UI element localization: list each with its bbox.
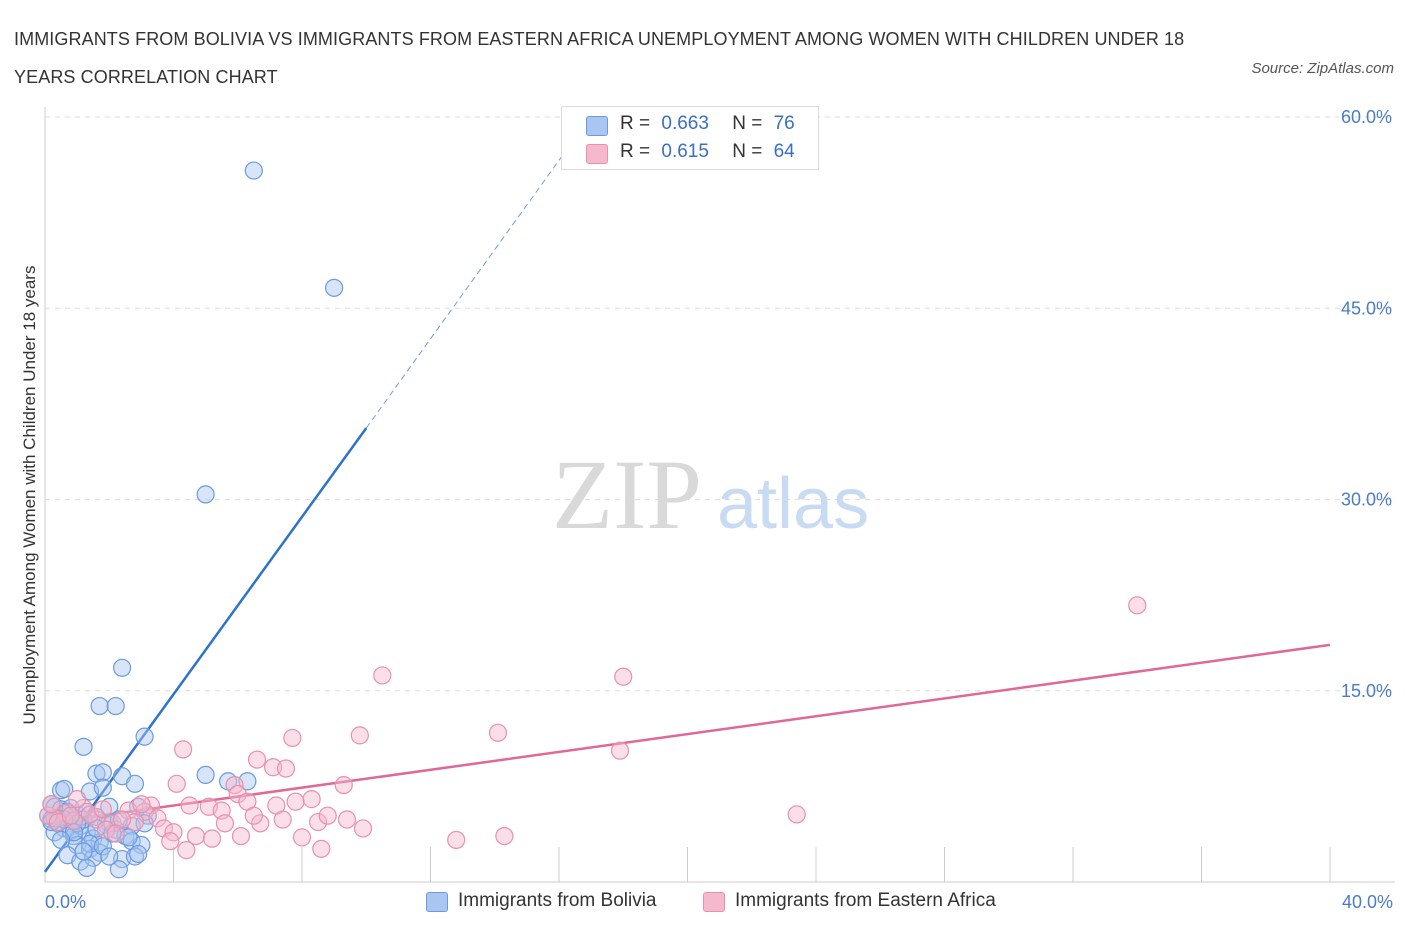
- point-series-1-41: [292, 828, 312, 847]
- point-series-1-5: [283, 728, 302, 748]
- point-series-1-10: [276, 759, 296, 778]
- point-series-1-42: [308, 812, 328, 832]
- point-series-0-5: [106, 696, 125, 716]
- point-series-1-12: [334, 775, 353, 795]
- x-tick-label-1: 40.0%: [1342, 892, 1393, 912]
- grid-lines: [45, 116, 1395, 692]
- point-series-1-16: [286, 792, 305, 811]
- correlation-legend: R = 0.663 N = 76 R = 0.615 N = 64: [561, 106, 819, 170]
- point-series-0-6: [135, 727, 154, 746]
- point-series-1-17: [302, 790, 321, 809]
- point-series-1-29: [64, 811, 84, 830]
- point-series-1-18: [180, 796, 199, 815]
- point-series-1-11: [167, 774, 186, 793]
- point-series-1-27: [39, 806, 58, 825]
- trend-line-extension-series-0: [365, 142, 573, 429]
- y-tick-label-2: 45.0%: [1341, 298, 1392, 318]
- y-tick-label-3: 60.0%: [1341, 107, 1392, 127]
- legend-swatch-bolivia: [426, 892, 448, 912]
- point-series-0-1: [325, 278, 344, 297]
- point-series-1-3: [488, 723, 508, 742]
- legend-swatch-bolivia: [586, 116, 608, 136]
- point-series-1-7: [174, 740, 193, 759]
- legend-r-label: R =: [620, 141, 651, 162]
- legend-r-value: 0.615: [661, 141, 709, 162]
- point-series-0-0: [244, 161, 263, 180]
- watermark-zip: ZIP: [552, 439, 702, 550]
- legend-n-label: N =: [732, 113, 763, 134]
- point-series-1-45: [353, 819, 373, 838]
- point-series-0-4: [90, 696, 109, 716]
- point-series-1-8: [247, 750, 267, 769]
- legend-label-eastern-africa: Immigrants from Eastern Africa: [735, 890, 996, 911]
- point-series-0-3: [112, 658, 132, 677]
- point-series-1-51: [787, 805, 806, 824]
- watermark: ZIP atlas: [552, 439, 869, 550]
- y-axis-label: Unemployment Among Women with Children U…: [20, 266, 39, 725]
- point-series-1-49: [447, 830, 466, 850]
- point-series-1-1: [614, 667, 633, 686]
- point-series-1-53: [96, 820, 116, 839]
- point-series-0-2: [196, 485, 215, 504]
- point-series-0-51: [125, 847, 145, 866]
- point-series-1-52: [68, 790, 87, 809]
- point-series-1-60: [244, 806, 263, 825]
- point-series-1-63: [93, 800, 112, 819]
- point-series-1-14: [228, 784, 247, 804]
- point-series-0-18: [93, 778, 112, 797]
- point-series-1-0: [1128, 596, 1147, 615]
- y-tick-label-0: 15.0%: [1341, 681, 1392, 701]
- point-series-1-58: [106, 824, 125, 843]
- point-series-1-47: [177, 841, 196, 860]
- y-tick-label-1: 30.0%: [1341, 490, 1392, 510]
- point-series-1-6: [610, 741, 630, 760]
- point-series-0-73: [74, 842, 93, 861]
- point-series-0-52: [129, 844, 148, 864]
- point-series-0-72: [51, 830, 71, 850]
- source-label: Source: ZipAtlas.com: [1251, 60, 1394, 77]
- trend-lines: [43, 142, 1331, 873]
- trend-line-series-1: [44, 643, 1331, 825]
- point-series-1-33: [148, 809, 167, 828]
- tick-labels: 15.0% 30.0% 45.0% 60.0% 0.0% 40.0%: [45, 107, 1393, 912]
- point-series-1-61: [267, 796, 286, 815]
- watermark-atlas: atlas: [717, 464, 869, 544]
- point-series-1-37: [202, 829, 222, 848]
- point-series-1-46: [161, 832, 180, 851]
- point-series-1-44: [337, 810, 357, 829]
- point-series-0-54: [77, 858, 96, 878]
- point-series-0-7: [74, 737, 93, 756]
- point-series-1-2: [373, 666, 392, 685]
- point-series-1-48: [312, 839, 331, 858]
- point-series-1-9: [263, 758, 283, 777]
- point-series-1-59: [215, 814, 234, 833]
- legend-swatch-eastern-africa: [586, 144, 608, 164]
- point-series-1-62: [61, 806, 80, 825]
- point-series-0-12: [196, 765, 215, 785]
- point-series-0-9: [93, 763, 112, 782]
- legend-r-value: 0.663: [661, 113, 709, 134]
- point-series-0-53: [109, 860, 128, 879]
- legend-n-value: 64: [773, 141, 795, 162]
- point-series-0-11: [125, 774, 145, 793]
- data-points: [39, 161, 1147, 879]
- point-series-1-4: [350, 726, 369, 745]
- legend-swatch-eastern-africa: [703, 892, 725, 912]
- point-series-1-50: [495, 826, 514, 846]
- point-series-0-16: [55, 779, 74, 799]
- legend-n-label: N =: [732, 141, 763, 162]
- point-series-1-55: [132, 795, 151, 814]
- axes: [44, 107, 1395, 883]
- point-series-0-74: [100, 847, 119, 866]
- point-series-1-38: [231, 826, 251, 846]
- point-series-1-43: [318, 806, 337, 825]
- trend-line-series-0: [43, 427, 368, 873]
- chart-title: IMMIGRANTS FROM BOLIVIA VS IMMIGRANTS FR…: [14, 29, 1185, 87]
- legend-n-value: 76: [773, 113, 795, 134]
- point-series-1-28: [42, 795, 61, 814]
- x-tick-label-0: 0.0%: [45, 892, 86, 912]
- legend-label-bolivia: Immigrants from Bolivia: [458, 890, 657, 911]
- legend-r-label: R =: [620, 113, 651, 134]
